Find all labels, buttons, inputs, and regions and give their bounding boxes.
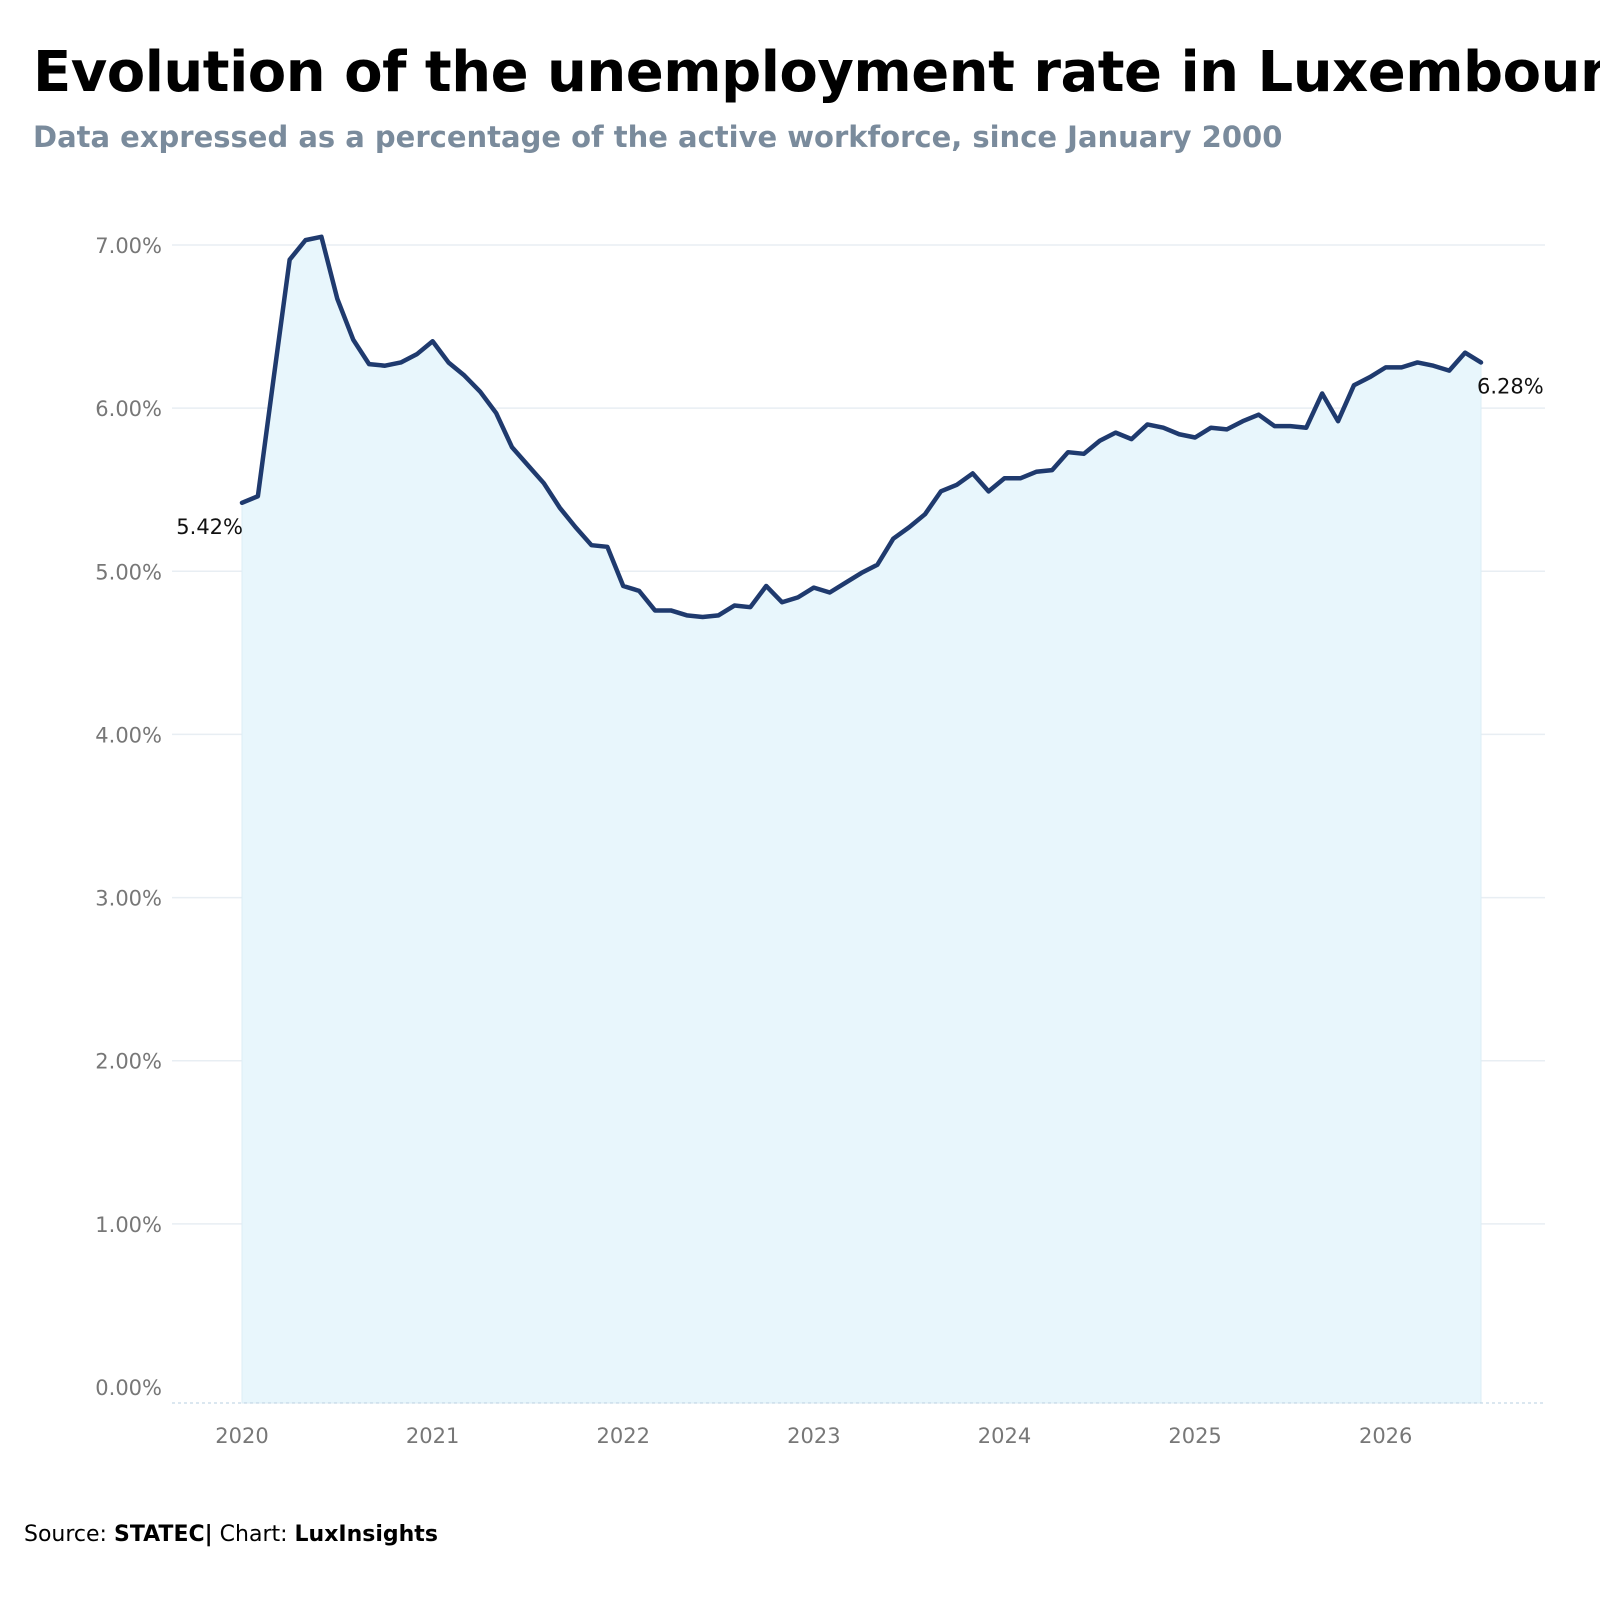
start-value-label: 5.42% bbox=[176, 515, 243, 539]
end-value-label: 6.28% bbox=[1477, 374, 1544, 398]
axis-layer: 0.00% 1.00% 2.00% 3.00% 4.00% 5.00% 6.00% 7.00%… bbox=[95, 234, 1545, 1448]
y-tick-label: 7.00% bbox=[95, 234, 162, 258]
area-layer bbox=[241, 236, 1482, 1404]
x-tick-label: 2020 bbox=[215, 1424, 268, 1448]
y-tick-label: 2.00% bbox=[95, 1050, 162, 1074]
series-area-fill bbox=[241, 236, 1482, 1404]
chart-subtitle: Data expressed as a percentage of the ac… bbox=[33, 120, 1283, 154]
y-tick-label: 4.00% bbox=[95, 723, 162, 747]
y-tick-label: 0.00% bbox=[95, 1376, 162, 1400]
chart-title: Evolution of the unemployment rate in Lu… bbox=[33, 40, 1600, 105]
y-tick-label: 5.00% bbox=[95, 560, 162, 584]
chart-credit-label: Chart: bbox=[212, 1522, 295, 1547]
x-tick-label: 2023 bbox=[787, 1424, 840, 1448]
y-tick-label: 6.00% bbox=[95, 397, 162, 421]
y-tick-label: 3.00% bbox=[95, 887, 162, 911]
x-tick-label: 2022 bbox=[597, 1424, 650, 1448]
line-layer bbox=[239, 234, 1484, 620]
y-tick-label: 1.00% bbox=[95, 1213, 162, 1237]
x-tick-label: 2024 bbox=[978, 1424, 1031, 1448]
series-line bbox=[239, 234, 1484, 620]
chart-footer: Source: STATEC| Chart: LuxInsights bbox=[24, 1522, 438, 1547]
x-tick-label: 2021 bbox=[406, 1424, 459, 1448]
x-tick-label: 2025 bbox=[1168, 1424, 1221, 1448]
chart-credit-name: LuxInsights bbox=[294, 1522, 438, 1547]
source-name: STATEC bbox=[113, 1522, 205, 1547]
footer-separator: | bbox=[204, 1522, 213, 1547]
source-label: Source: bbox=[24, 1522, 114, 1547]
label-layer: 5.42% 6.28% bbox=[176, 374, 1543, 538]
x-tick-label: 2026 bbox=[1359, 1424, 1412, 1448]
